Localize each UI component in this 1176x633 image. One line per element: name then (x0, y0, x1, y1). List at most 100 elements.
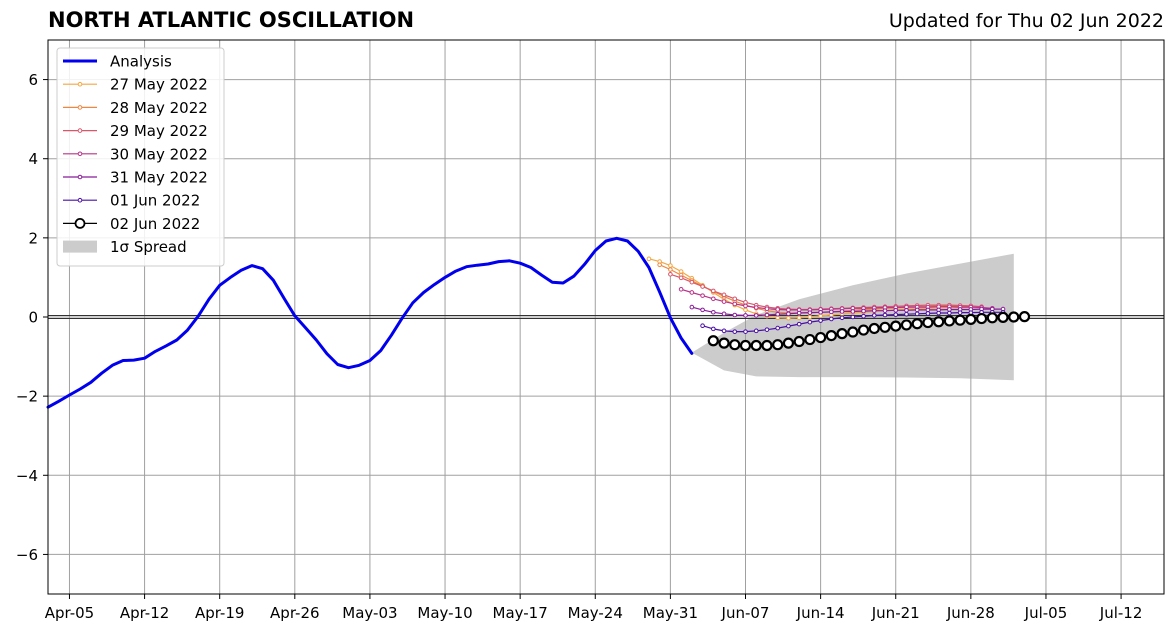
legend-label: 29 May 2022 (110, 122, 208, 140)
data-point (721, 311, 727, 317)
y-tick-label: −2 (16, 388, 38, 406)
data-point (743, 300, 748, 305)
data-point (743, 329, 748, 334)
legend-box (56, 47, 225, 267)
legend-swatch (63, 240, 97, 253)
data-point (925, 311, 931, 316)
data-point (775, 325, 780, 331)
legend-item: 02 Jun 2022 (63, 215, 200, 233)
data-point (668, 271, 673, 277)
data-point (700, 284, 705, 289)
x-tick-label: Jun-14 (796, 604, 845, 622)
data-point (807, 319, 813, 325)
legend-item: 28 May 2022 (63, 99, 208, 117)
data-point (879, 321, 891, 333)
data-point (796, 310, 802, 316)
data-point (1008, 311, 1020, 323)
series-layer (46, 236, 1031, 409)
data-point (678, 287, 684, 292)
data-point (954, 314, 966, 326)
data-point (839, 315, 845, 321)
data-point (718, 337, 730, 349)
legend-marker (74, 217, 86, 229)
legend-item: 31 May 2022 (63, 169, 208, 187)
data-point (786, 323, 791, 329)
data-point (786, 311, 791, 317)
legend-label: 28 May 2022 (110, 99, 208, 117)
x-tick-label: May-10 (417, 604, 472, 622)
y-tick-label: −4 (16, 467, 38, 485)
data-point (893, 312, 899, 317)
legend-item: 30 May 2022 (63, 145, 208, 163)
data-point (893, 307, 899, 313)
data-point (882, 308, 888, 313)
data-point (743, 307, 748, 313)
data-point (890, 320, 902, 332)
data-point (793, 335, 805, 348)
data-point (943, 315, 955, 327)
data-point (957, 310, 963, 315)
legend-marker (77, 81, 83, 87)
data-point (700, 293, 705, 298)
legend-label: 1σ Spread (110, 238, 187, 256)
data-point (947, 307, 952, 312)
x-tick-label: Jul-12 (1099, 604, 1143, 622)
data-point (825, 329, 837, 342)
legend-label: 27 May 2022 (110, 76, 208, 94)
data-point (871, 308, 877, 313)
series-line-analysis (46, 236, 694, 409)
data-point (914, 311, 920, 317)
series-30-may-2022 (678, 287, 995, 313)
data-point (689, 290, 695, 295)
data-point (836, 328, 848, 340)
data-point (775, 307, 780, 312)
data-point (847, 326, 859, 338)
data-point (700, 323, 705, 329)
data-point (796, 321, 802, 327)
data-point (904, 307, 909, 313)
x-tick-label: Apr-19 (195, 604, 245, 622)
data-point (807, 310, 813, 315)
data-point (775, 315, 780, 321)
legend-item: 27 May 2022 (63, 76, 208, 94)
x-tick-label: Apr-26 (270, 604, 320, 622)
chart-updated-date: Updated for Thu 02 Jun 2022 (888, 10, 1164, 32)
data-point (753, 305, 759, 310)
data-point (732, 296, 738, 302)
x-tick-label: May-03 (342, 604, 397, 622)
data-point (753, 328, 759, 334)
data-point (646, 256, 652, 262)
legend-item: 01 Jun 2022 (63, 192, 200, 210)
x-tick-label: Apr-05 (45, 604, 95, 622)
data-point (678, 269, 684, 274)
data-point (657, 262, 662, 268)
y-tick-label: −6 (16, 546, 38, 564)
data-point (743, 303, 748, 309)
series-02-jun-2022 (707, 311, 1031, 352)
y-tick-label: 4 (28, 150, 38, 168)
x-tick-label: Jun-28 (946, 604, 995, 622)
data-point (975, 312, 988, 325)
data-point (911, 318, 923, 330)
data-point (796, 315, 802, 321)
legend-label: 01 Jun 2022 (110, 192, 200, 210)
data-point (786, 315, 791, 321)
x-tick-label: May-31 (643, 604, 698, 622)
x-axis-ticks: Apr-05 Apr-12 Apr-19 Apr-26 May-03 May-10 May-… (45, 594, 1143, 622)
data-point (753, 313, 759, 318)
legend: Analysis 27 May 2022 28 May 2022 29 May 202… (56, 47, 225, 267)
data-point (804, 333, 816, 346)
legend-label: 30 May 2022 (110, 145, 208, 163)
data-point (857, 324, 870, 336)
x-tick-label: Apr-12 (120, 604, 170, 622)
data-point (871, 313, 877, 318)
data-point (711, 288, 716, 294)
y-tick-label: 2 (28, 229, 38, 247)
x-tick-label: Jul-05 (1024, 604, 1068, 622)
x-tick-label: May-24 (568, 604, 623, 622)
data-point (861, 313, 866, 319)
data-point (689, 304, 695, 310)
data-point (861, 308, 866, 314)
y-axis-ticks: −6 −4 −2 0 2 4 6 (16, 71, 48, 564)
